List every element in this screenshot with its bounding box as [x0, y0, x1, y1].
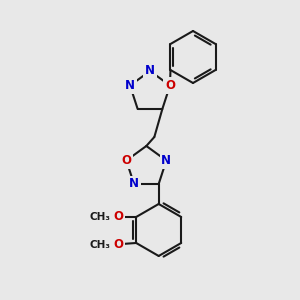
Text: N: N: [129, 178, 139, 190]
Text: N: N: [161, 154, 171, 167]
Text: O: O: [113, 238, 123, 251]
Text: O: O: [165, 79, 175, 92]
Text: N: N: [125, 79, 135, 92]
Text: O: O: [122, 154, 131, 167]
Text: O: O: [113, 211, 123, 224]
Text: CH₃: CH₃: [90, 212, 111, 222]
Text: CH₃: CH₃: [90, 240, 111, 250]
Text: N: N: [145, 64, 155, 77]
